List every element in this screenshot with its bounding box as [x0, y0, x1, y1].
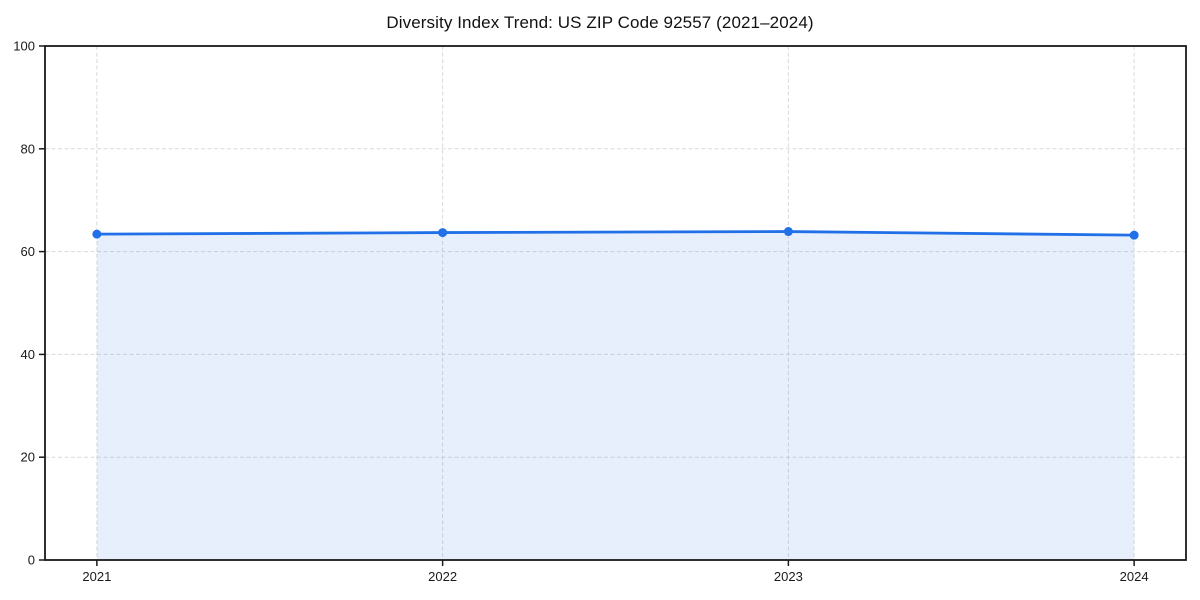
y-tick-label: 0 — [28, 553, 35, 568]
y-tick-label: 100 — [13, 39, 35, 54]
y-tick-label: 60 — [21, 244, 35, 259]
data-line — [95, 230, 1136, 237]
area-fill — [96, 231, 1135, 560]
data-point-marker — [92, 229, 102, 239]
x-tick-label: 2024 — [1120, 569, 1149, 584]
x-tick-label: 2021 — [82, 569, 111, 584]
data-point-marker — [783, 227, 793, 237]
y-tick-label: 40 — [21, 347, 35, 362]
data-point-marker — [438, 228, 448, 238]
data-point-marker — [1129, 230, 1139, 240]
y-tick-label: 20 — [21, 450, 35, 465]
chart-title: Diversity Index Trend: US ZIP Code 92557… — [386, 13, 814, 32]
y-tick-label: 80 — [21, 141, 35, 156]
plot-border — [44, 45, 1187, 561]
x-tick-label: 2022 — [428, 569, 457, 584]
x-tick-label: 2023 — [774, 569, 803, 584]
